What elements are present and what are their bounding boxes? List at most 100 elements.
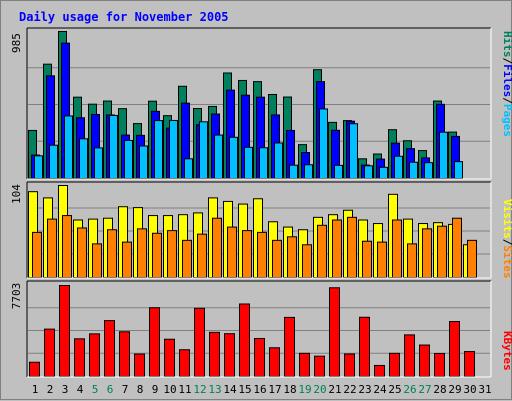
legend-sep-2: / <box>501 97 512 104</box>
bar-kbytes-day-20 <box>314 355 325 377</box>
bar-sites-day-21 <box>332 219 342 278</box>
bar-sites-day-6 <box>107 229 117 279</box>
bar-sites-day-7 <box>122 241 132 279</box>
bar-pages-day-18 <box>289 164 298 180</box>
x-label-day-9: 9 <box>152 383 159 396</box>
bar-pages-day-23 <box>364 165 373 180</box>
x-label-day-2: 2 <box>47 383 54 396</box>
bar-pages-day-2 <box>49 144 58 180</box>
bar-pages-day-27 <box>424 162 433 179</box>
visits-ymax-label: 104 <box>10 184 23 204</box>
bar-sites-day-12 <box>197 233 207 278</box>
bar-kbytes-day-14 <box>224 333 235 377</box>
x-label-day-1: 1 <box>32 383 39 396</box>
bar-kbytes-day-21 <box>329 287 340 378</box>
bar-sites-day-29 <box>452 217 462 279</box>
bar-sites-day-23 <box>362 240 372 279</box>
bar-kbytes-day-11 <box>179 349 190 378</box>
hits-ymax-label: 985 <box>10 33 23 53</box>
bar-pages-day-10 <box>169 119 178 179</box>
x-label-day-27: 27 <box>418 383 431 396</box>
bar-sites-day-16 <box>257 231 267 278</box>
x-label-day-12: 12 <box>193 383 206 396</box>
bar-kbytes-day-8 <box>134 353 145 377</box>
x-label-day-11: 11 <box>178 383 191 396</box>
bar-sites-day-3 <box>62 215 72 278</box>
bar-kbytes-day-17 <box>269 347 280 378</box>
bar-kbytes-day-23 <box>359 316 370 378</box>
x-label-day-19: 19 <box>298 383 311 396</box>
bar-kbytes-day-25 <box>389 352 400 377</box>
x-label-day-20: 20 <box>313 383 326 396</box>
x-label-day-30: 30 <box>463 383 476 396</box>
bar-kbytes-day-19 <box>299 352 310 377</box>
panel-borders <box>26 27 492 378</box>
x-label-day-16: 16 <box>253 383 266 396</box>
bar-kbytes-day-4 <box>74 338 85 377</box>
bar-sites-day-4 <box>77 227 87 278</box>
bar-kbytes-day-1 <box>29 361 40 377</box>
bar-pages-day-13 <box>214 134 223 180</box>
bar-kbytes-day-9 <box>149 307 160 377</box>
bar-kbytes-day-7 <box>119 331 130 377</box>
bar-sites-day-25 <box>392 219 402 278</box>
bar-pages-day-25 <box>394 155 403 180</box>
bar-pages-day-1 <box>34 155 43 179</box>
bar-kbytes-day-28 <box>434 352 445 378</box>
bar-sites-day-15 <box>242 230 252 279</box>
bar-kbytes-day-30 <box>464 351 475 377</box>
legend-sep-3: / <box>501 239 512 246</box>
bar-sites-day-17 <box>272 239 282 279</box>
x-label-day-29: 29 <box>448 383 461 396</box>
bar-sites-day-27 <box>422 228 432 279</box>
bar-kbytes-day-5 <box>89 333 100 377</box>
bar-kbytes-day-12 <box>194 307 205 377</box>
bar-kbytes-day-6 <box>104 320 115 377</box>
bar-sites-day-24 <box>377 241 387 279</box>
x-label-day-15: 15 <box>238 383 251 396</box>
bar-pages-day-12 <box>199 121 208 179</box>
bar-pages-day-29 <box>454 161 463 180</box>
bar-sites-day-9 <box>152 232 162 278</box>
bar-sites-day-10 <box>167 230 177 279</box>
bar-pages-day-15 <box>244 146 253 180</box>
legend-visits: Visits <box>501 199 512 239</box>
bar-sites-day-22 <box>347 216 357 279</box>
legend-hits: Hits <box>501 31 512 58</box>
bar-sites-day-5 <box>92 243 102 278</box>
bar-sites-day-20 <box>317 224 327 278</box>
bar-sites-day-8 <box>137 228 147 279</box>
x-axis-labels: 1 2 3 4 5 6 7 8 9 10 11 12 13 14 15 16 17 18 19 20 21 22 23 24 2… <box>32 383 492 396</box>
bar-pages-day-3 <box>64 115 73 179</box>
bar-kbytes-day-22 <box>344 353 355 377</box>
x-label-day-31: 31 <box>478 383 491 396</box>
bar-pages-day-5 <box>94 147 103 180</box>
x-label-day-3: 3 <box>62 383 69 396</box>
x-label-day-28: 28 <box>433 383 446 396</box>
x-label-day-25: 25 <box>388 383 401 396</box>
bar-sites-day-13 <box>212 217 222 279</box>
legend-kbytes: KBytes <box>501 331 512 371</box>
bar-kbytes-day-10 <box>164 338 175 377</box>
bar-pages-day-16 <box>259 147 268 179</box>
bar-kbytes-day-16 <box>254 337 265 378</box>
bar-sites-day-11 <box>182 239 192 279</box>
x-label-day-13: 13 <box>208 383 221 396</box>
legend-pages: Pages <box>501 104 512 137</box>
bar-kbytes-day-2 <box>44 328 55 377</box>
x-label-day-14: 14 <box>223 383 237 396</box>
x-label-day-22: 22 <box>343 383 356 396</box>
x-label-day-8: 8 <box>137 383 144 396</box>
bar-kbytes-day-15 <box>239 303 250 377</box>
bar-kbytes-day-26 <box>404 334 415 378</box>
legend-files: Files <box>501 64 512 97</box>
x-label-day-18: 18 <box>283 383 296 396</box>
x-label-day-23: 23 <box>358 383 371 396</box>
bar-sites-day-26 <box>407 243 417 278</box>
bar-pages-day-20 <box>319 108 328 179</box>
bar-kbytes-day-13 <box>209 331 220 378</box>
bar-kbytes-day-24 <box>374 364 385 378</box>
bar-pages-day-21 <box>334 164 343 179</box>
